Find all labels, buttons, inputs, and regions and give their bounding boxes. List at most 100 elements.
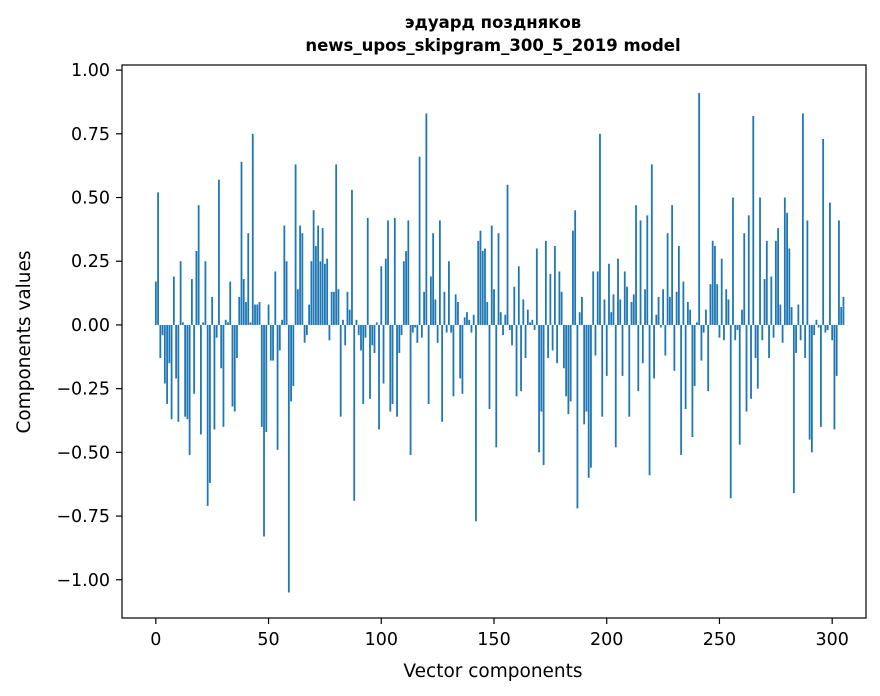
bar: [436, 324, 439, 343]
bar: [709, 284, 712, 325]
bar: [202, 322, 205, 325]
bar: [808, 324, 811, 440]
bar: [714, 245, 716, 325]
bar: [233, 324, 236, 412]
bar: [269, 324, 272, 361]
bar: [154, 281, 157, 325]
bar: [414, 324, 416, 328]
bar: [831, 324, 834, 341]
bar: [513, 286, 516, 325]
bar: [529, 322, 531, 325]
bar: [833, 324, 836, 430]
bar: [684, 324, 687, 410]
bar: [409, 324, 412, 455]
bar: [378, 324, 380, 430]
bar: [369, 324, 371, 399]
bar: [362, 324, 365, 404]
bar: [578, 312, 581, 325]
bars-group: [154, 93, 845, 593]
bar: [752, 115, 755, 325]
bar: [594, 324, 597, 356]
bar: [659, 324, 662, 328]
bar: [680, 324, 683, 455]
bar: [213, 324, 216, 430]
bar: [605, 324, 608, 376]
bar: [542, 324, 545, 466]
bar: [251, 133, 254, 325]
bar: [524, 324, 527, 359]
bar: [779, 304, 782, 325]
bar: [560, 291, 563, 325]
bar: [245, 302, 247, 325]
bar: [790, 307, 793, 325]
bar: [592, 271, 595, 325]
bar: [612, 294, 615, 325]
bar: [657, 296, 660, 325]
bar: [231, 324, 234, 407]
bar: [765, 240, 768, 325]
bar: [533, 324, 536, 331]
bar: [736, 324, 739, 331]
bar: [373, 324, 376, 353]
bar: [698, 93, 701, 325]
bar: [481, 251, 484, 325]
bar: [756, 324, 759, 389]
bar: [330, 291, 333, 325]
bar: [477, 240, 480, 325]
bar: [400, 324, 403, 336]
bar: [193, 324, 196, 394]
bar: [614, 324, 617, 448]
bar: [777, 228, 779, 325]
bar: [637, 324, 640, 392]
bar: [450, 324, 453, 333]
bar: [547, 324, 550, 359]
bar: [190, 279, 193, 325]
bar: [454, 294, 457, 325]
bar: [276, 324, 279, 450]
bar: [581, 296, 583, 325]
bar: [691, 324, 694, 438]
bar: [781, 324, 784, 343]
bar: [296, 289, 299, 325]
bar: [567, 324, 570, 415]
bar: [260, 324, 263, 427]
bar: [215, 324, 218, 338]
bar: [666, 233, 669, 325]
bar: [407, 220, 410, 325]
bar: [328, 324, 331, 341]
bar: [801, 113, 804, 325]
bar: [621, 324, 624, 376]
bar: [457, 302, 459, 325]
bar: [675, 291, 678, 325]
bar: [348, 309, 351, 325]
x-tick-label: 50: [257, 630, 279, 650]
bar: [209, 324, 211, 483]
bar: [493, 289, 495, 325]
bar: [371, 324, 374, 346]
bar: [294, 164, 297, 325]
bar: [393, 217, 396, 325]
bar: [281, 319, 283, 325]
bar: [470, 324, 473, 333]
bar: [770, 276, 773, 325]
bar: [630, 302, 633, 325]
y-tick-label: 1.00: [71, 61, 110, 81]
bar: [738, 324, 741, 445]
bar: [463, 317, 466, 325]
bar: [461, 324, 464, 394]
y-tick-label: 0.50: [71, 189, 110, 209]
bar: [427, 324, 430, 404]
bar: [741, 309, 743, 325]
bar: [175, 324, 178, 379]
bar: [538, 324, 540, 453]
bar: [285, 261, 288, 325]
bar: [664, 324, 667, 356]
bar: [272, 324, 274, 361]
bar: [788, 248, 791, 325]
bar: [583, 324, 586, 425]
bar: [824, 324, 827, 333]
bar: [258, 302, 261, 325]
bar: [222, 324, 225, 427]
bar: [423, 291, 426, 325]
bar: [723, 324, 725, 341]
